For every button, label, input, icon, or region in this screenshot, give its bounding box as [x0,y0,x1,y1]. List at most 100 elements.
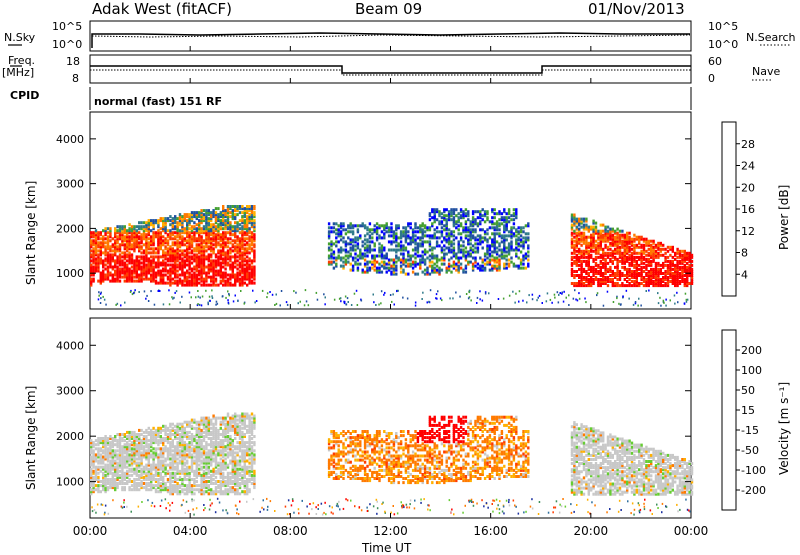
echo-cell [520,267,522,270]
echo-cell [95,229,97,232]
echo-cell [446,253,448,256]
echo-cell [465,234,467,237]
scatter-cell [550,299,552,301]
echo-cell [126,441,128,444]
echo-cell [176,221,178,224]
echo-cell [174,241,176,244]
echo-cell [138,462,140,465]
echo-cell [460,232,462,235]
echo-cell [410,236,412,239]
scatter-cell [344,302,346,304]
echo-cell [477,263,479,266]
echo-cell [660,242,662,245]
echo-cell [340,257,342,260]
echo-cell [508,263,510,266]
scatter-cell [607,291,609,293]
echo-cell [354,236,356,239]
echo-cell [660,264,662,267]
echo-cell [441,269,443,272]
scatter-cell [663,302,665,304]
echo-cell [369,234,371,237]
echo-cell [203,278,205,281]
echo-cell [138,225,140,228]
echo-cell [100,241,102,244]
echo-cell [573,244,575,247]
echo-cell [181,280,183,283]
echo-cell [152,427,154,430]
echo-cell [386,271,388,274]
echo-cell [643,256,645,259]
echo-cell [212,259,214,262]
echo-cell [196,243,198,246]
scatter-cell [640,305,642,307]
echo-cell [491,251,493,254]
scatter-cell [276,294,278,296]
echo-cell [640,266,642,269]
echo-cell [229,241,231,244]
scatter-cell [375,304,377,306]
scatter-cell [384,292,386,294]
echo-cell [616,228,618,231]
echo-cell [152,474,154,477]
echo-cell [236,213,238,216]
echo-cell [217,207,219,210]
echo-cell [390,271,392,274]
echo-cell [664,282,666,285]
echo-cell [496,232,498,235]
scatter-cell [637,305,639,307]
echo-cell [124,439,126,442]
echo-cell [489,244,491,247]
echo-cell [621,282,623,285]
echo-cell [167,282,169,285]
echo-cell [518,249,520,252]
echo-cell [335,228,337,231]
echo-cell [220,262,222,265]
echo-cell [434,247,436,250]
echo-cell [333,261,335,264]
echo-cell [229,247,231,250]
echo-cell [527,263,529,266]
echo-cell [104,257,106,260]
echo-cell [148,439,150,442]
echo-cell [222,257,224,260]
echo-cell [588,250,590,253]
echo-cell [90,264,92,267]
echo-cell [193,272,195,275]
echo-cell [126,253,128,256]
echo-cell [446,208,448,211]
echo-cell [595,276,597,279]
echo-cell [506,263,508,266]
echo-cell [604,226,606,229]
echo-cell [236,221,238,224]
echo-cell [508,259,510,262]
scatter-cell [532,294,534,296]
echo-cell [169,245,171,248]
echo-cell [196,227,198,230]
echo-cell [378,263,380,266]
scatter-cell [120,304,122,306]
scatter-cell [256,300,258,302]
echo-cell [357,255,359,258]
echo-cell [441,226,443,229]
scatter-cell [577,299,579,301]
echo-cell [395,249,397,252]
echo-cell [220,243,222,246]
echo-cell [176,217,178,220]
echo-cell [114,466,116,469]
echo-cell [138,433,140,436]
echo-cell [208,245,210,248]
echo-cell [383,255,385,258]
echo-cell [357,224,359,227]
echo-cell [522,263,524,266]
echo-cell [576,232,578,235]
echo-cell [597,242,599,245]
scatter-cell [687,299,689,301]
echo-cell [467,261,469,264]
echo-cell [645,254,647,257]
echo-cell [402,269,404,272]
echo-cell [604,244,606,247]
echo-cell [224,241,226,244]
echo-cell [193,211,195,214]
echo-cell [604,252,606,255]
echo-cell [246,255,248,258]
